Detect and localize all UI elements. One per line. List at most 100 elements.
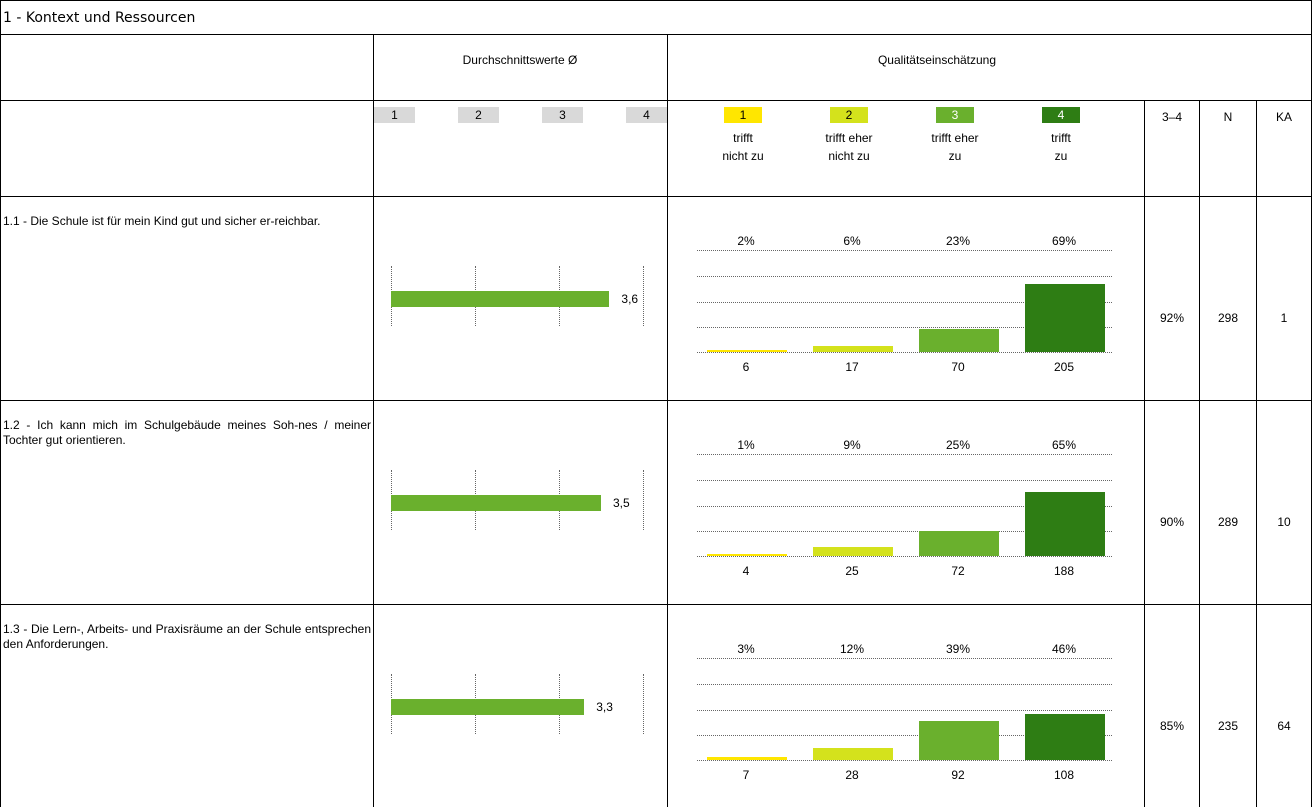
quality-bar [813,748,893,760]
avg-bar [391,495,601,511]
percent-label: 12% [839,642,865,656]
quality-gridline [697,250,1112,251]
v-rule [1199,100,1200,807]
quality-header: Qualitätseinschätzung [877,53,997,67]
quality-bar [813,547,893,556]
quality-label-line1: trifft [1051,131,1071,145]
quality-scale-2: 2 [830,107,868,123]
quality-label-4: trifft zu [1016,129,1106,165]
quality-label-line1: trifft eher [931,131,979,145]
share-34-header: 3–4 [1161,110,1183,124]
quality-gridline [697,327,1112,328]
avg-scale-4: 4 [626,107,667,123]
count-label: 7 [742,768,750,782]
quality-bar [1025,283,1105,352]
count-label: 188 [1053,564,1075,578]
ka-header: KA [1275,110,1292,124]
count-label: 108 [1053,768,1075,782]
share-34-value: 90% [1159,515,1185,529]
quality-label-line2: zu [948,149,962,163]
percent-label: 65% [1051,438,1077,452]
quality-label-line2: nicht zu [722,149,764,163]
percent-label: 46% [1051,642,1077,656]
percent-label: 23% [945,234,971,248]
percent-label: 1% [737,438,755,452]
quality-bar [919,329,999,352]
percent-label: 9% [843,438,861,452]
percent-label: 69% [1051,234,1077,248]
quality-bar [1025,714,1105,760]
ka-value: 1 [1280,311,1288,325]
h-rule [0,100,1312,101]
ka-value: 64 [1277,719,1291,733]
ka-value: 10 [1277,515,1291,529]
n-value: 298 [1217,311,1239,325]
avg-header: Durchschnittswerte Ø [462,53,578,67]
quality-gridline [697,276,1112,277]
quality-label-line1: trifft eher [825,131,873,145]
avg-bar [391,291,610,307]
quality-gridline [697,480,1112,481]
quality-label-line2: zu [1054,149,1068,163]
n-value: 289 [1217,515,1239,529]
count-label: 28 [845,768,859,782]
count-label: 25 [845,564,859,578]
avg-value: 3,6 [621,292,639,306]
v-rule [373,35,374,807]
quality-scale-4: 4 [1042,107,1080,123]
n-value: 235 [1217,719,1239,733]
quality-gridline [697,710,1112,711]
quality-bar [707,757,787,760]
quality-label-line2: nicht zu [828,149,870,163]
section-title: 1 - Kontext und Ressourcen [0,0,1312,35]
question-text: 1.1 - Die Schule ist für mein Kind gut u… [3,214,321,228]
avg-scale-2: 2 [458,107,499,123]
question-text: 1.2 - Ich kann mich im Schulgebäude mein… [3,418,371,447]
quality-gridline [697,352,1112,353]
count-label: 205 [1053,360,1075,374]
question-text: 1.3 - Die Lern-, Arbeits- und Praxisräum… [3,622,371,651]
quality-label-1: trifft nicht zu [698,129,788,165]
avg-gridline [643,674,644,734]
avg-gridline [643,266,644,326]
quality-label-3: trifft eher zu [910,129,1000,165]
quality-bar [813,346,893,352]
percent-label: 6% [843,234,861,248]
quality-gridline [697,531,1112,532]
quality-bar [919,721,999,760]
avg-value: 3,5 [613,496,630,510]
quality-label-2: trifft eher nicht zu [804,129,894,165]
count-label: 70 [951,360,965,374]
h-rule [0,196,1312,197]
avg-bar [391,699,585,715]
quality-gridline [697,454,1112,455]
avg-scale-3: 3 [542,107,583,123]
quality-gridline [697,684,1112,685]
quality-scale-3: 3 [936,107,974,123]
percent-label: 25% [945,438,971,452]
share-34-value: 92% [1159,311,1185,325]
count-label: 72 [951,564,965,578]
quality-bar [919,531,999,556]
v-rule [1256,100,1257,807]
h-rule [0,400,1312,401]
percent-label: 39% [945,642,971,656]
quality-gridline [697,506,1112,507]
quality-bar [707,554,787,556]
quality-bar [707,350,787,352]
quality-scale-1: 1 [724,107,762,123]
v-rule [1144,100,1145,807]
quality-gridline [697,760,1112,761]
n-header: N [1223,110,1233,124]
avg-gridline [643,470,644,530]
count-label: 4 [742,564,750,578]
quality-label-line1: trifft [733,131,753,145]
count-label: 17 [845,360,859,374]
percent-label: 2% [737,234,755,248]
v-rule [667,35,668,807]
quality-gridline [697,556,1112,557]
count-label: 92 [951,768,965,782]
quality-gridline [697,302,1112,303]
percent-label: 3% [737,642,755,656]
